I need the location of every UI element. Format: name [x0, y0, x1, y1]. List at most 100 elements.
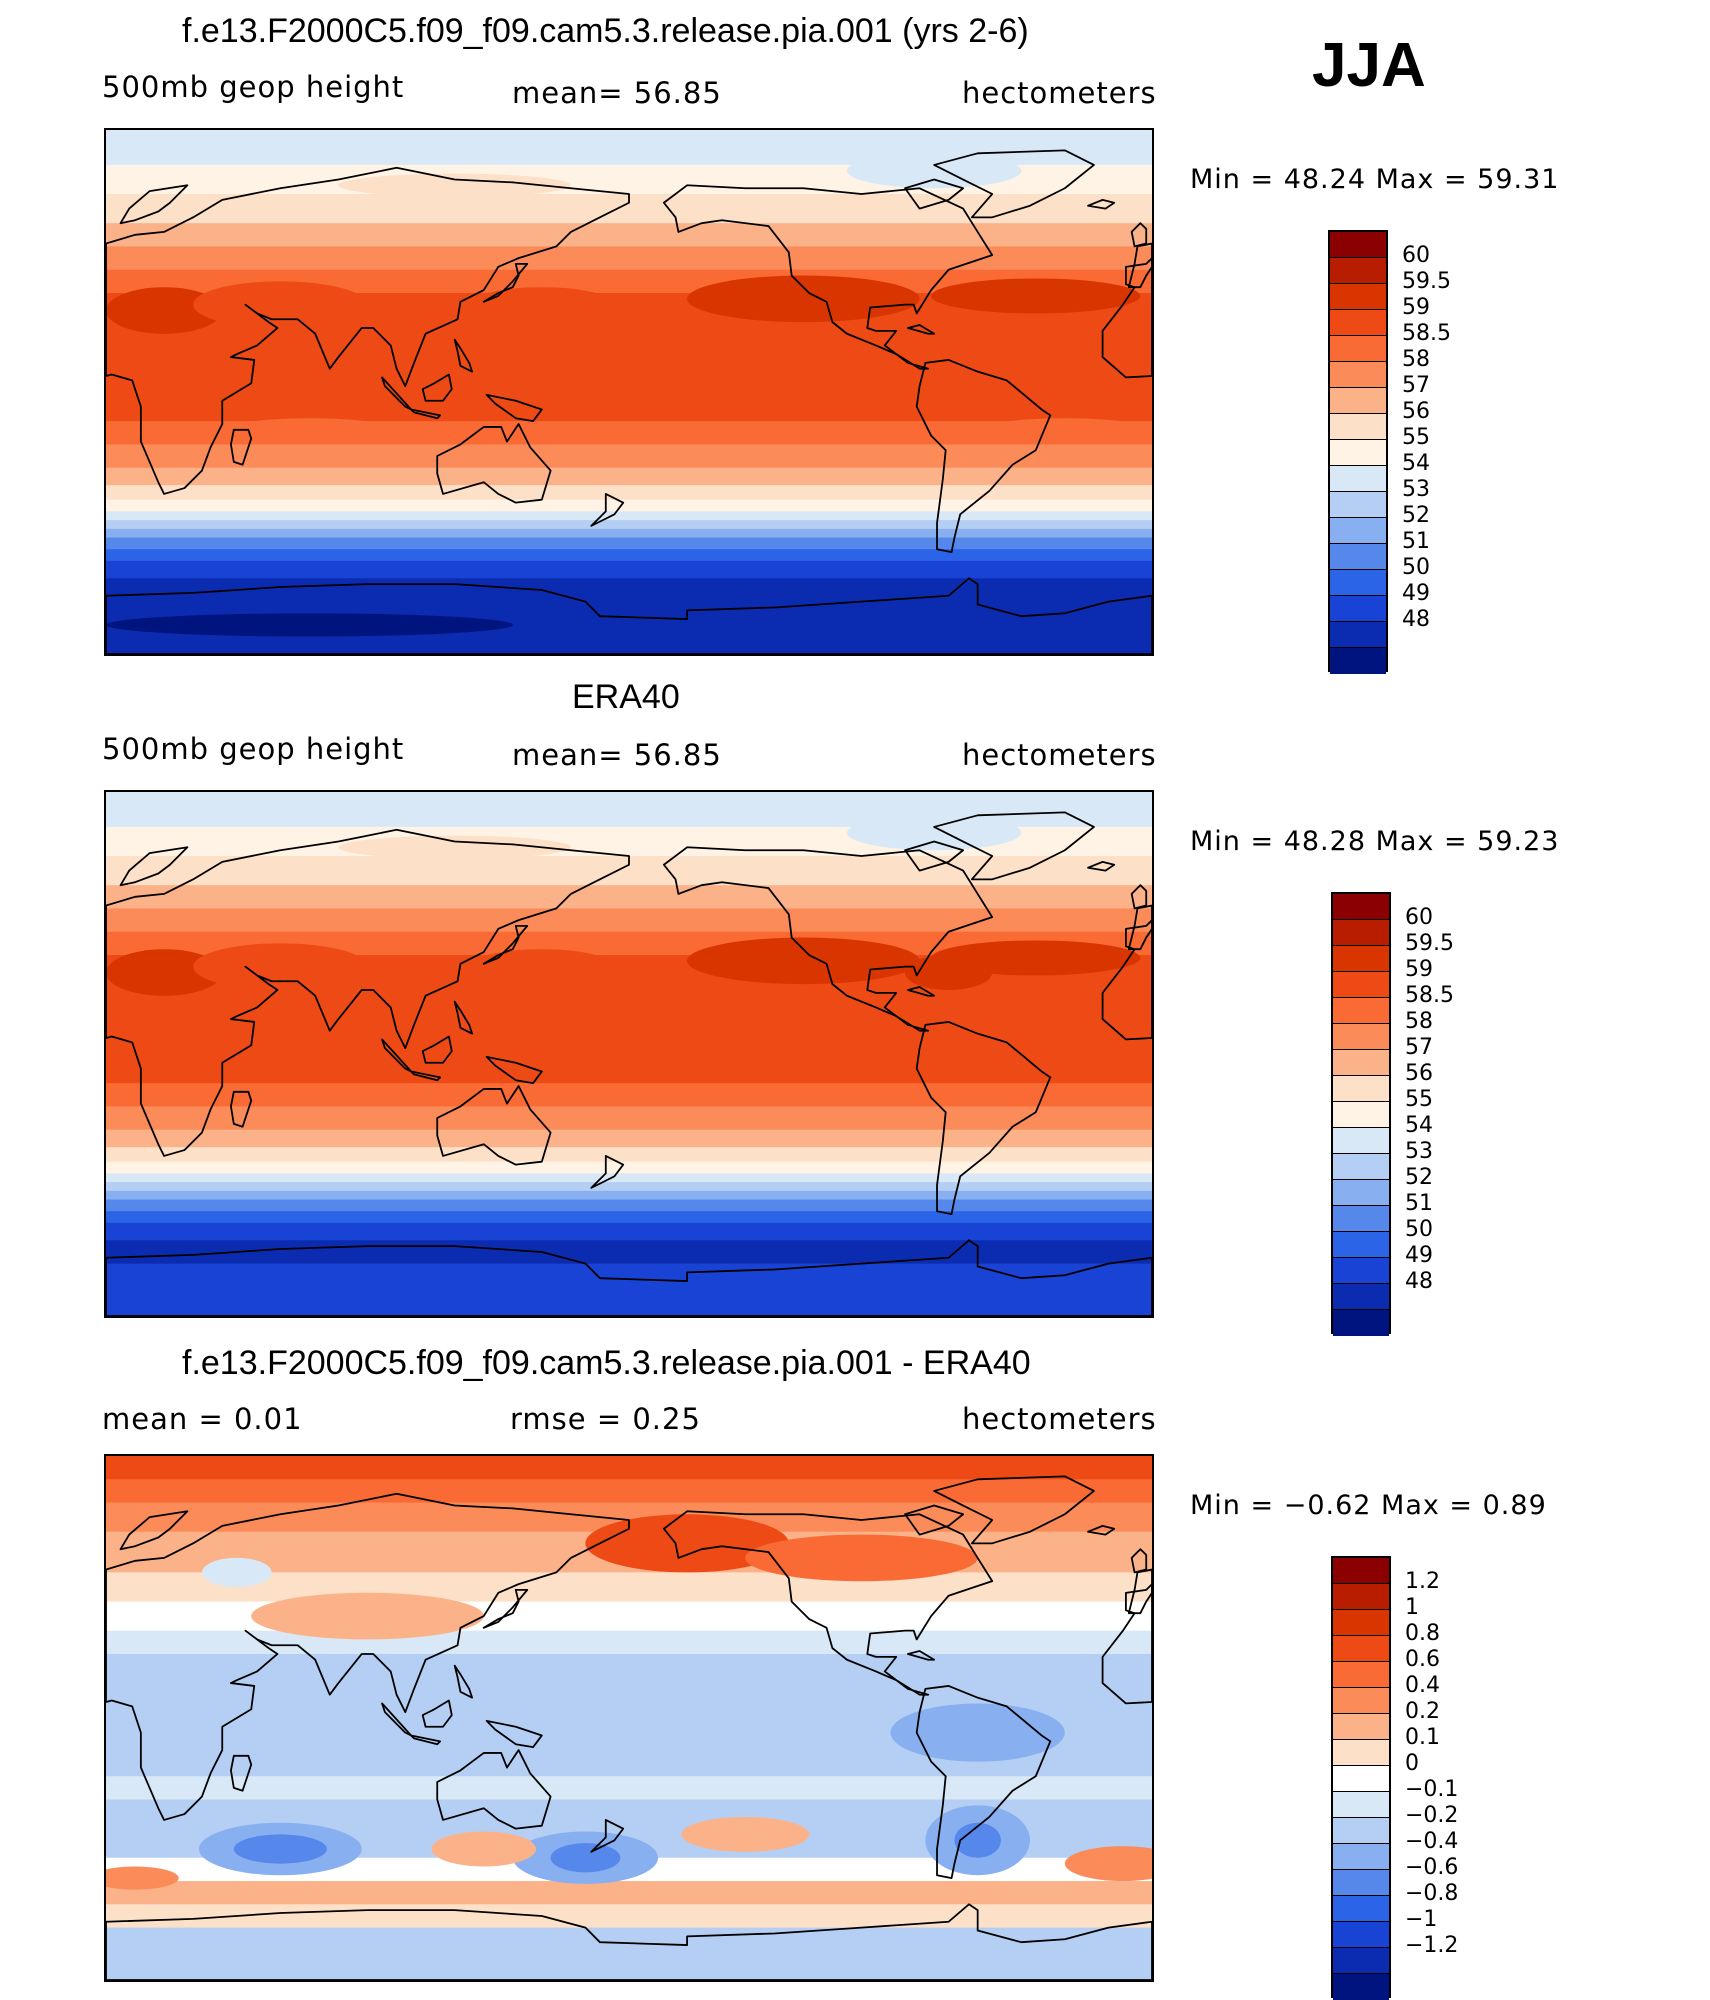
colorbar-label: 59.5 [1405, 931, 1454, 956]
coastline [410, 408, 442, 420]
coastline [915, 1685, 1052, 1879]
colorbar-swatch [1333, 1870, 1389, 1896]
contour-region [233, 1834, 327, 1864]
colorbar-label: 54 [1405, 1113, 1433, 1138]
coastline [1087, 198, 1116, 210]
contour-band [106, 485, 1152, 501]
contour-region [201, 1557, 272, 1587]
coastline [482, 262, 529, 303]
coastline [915, 1021, 1052, 1215]
colorbar-label: 0.6 [1405, 1647, 1440, 1672]
colorbar-swatch [1333, 1636, 1389, 1662]
colorbar-label: 52 [1402, 503, 1430, 528]
colorbar-label: 58.5 [1405, 983, 1454, 1008]
panel-1-map [104, 128, 1154, 656]
colorbar-label: 0.4 [1405, 1673, 1440, 1698]
colorbar-label: 55 [1402, 425, 1430, 450]
colorbar-swatch [1333, 1584, 1389, 1610]
colorbar-swatch [1330, 466, 1386, 492]
colorbar-label: 55 [1405, 1087, 1433, 1112]
contour-region [585, 1514, 789, 1573]
colorbar-label: −0.8 [1405, 1881, 1459, 1906]
coastline [933, 811, 1095, 881]
contour-band [106, 1190, 1152, 1201]
coastline [230, 428, 253, 466]
colorbar-label: 58.5 [1402, 321, 1451, 346]
panel-3-map [104, 1454, 1154, 1982]
panel-2-minmax: Min = 48.28 Max = 59.23 [1190, 826, 1560, 857]
colorbar-swatch [1333, 1050, 1389, 1076]
coastline [453, 1000, 473, 1035]
coastline [1101, 257, 1152, 379]
contour-region [106, 949, 223, 996]
colorbar-swatch [1330, 388, 1386, 414]
panel-2-variable: 500mb geop height [102, 732, 405, 766]
colorbar-swatch [1333, 1662, 1389, 1688]
colorbar-swatch [1333, 1076, 1389, 1102]
coastline [106, 577, 1152, 654]
colorbar-label: 0 [1405, 1751, 1419, 1776]
contour-band [106, 885, 1152, 910]
coastline [1127, 242, 1152, 289]
contour-region [846, 153, 1022, 189]
contour-band [106, 1263, 1152, 1316]
contour-region [106, 287, 223, 334]
contour-band [106, 1881, 1152, 1905]
coastline [590, 1819, 625, 1853]
coastlines [106, 1475, 1152, 1980]
contour-region [469, 287, 615, 323]
coastline [1130, 884, 1148, 910]
colorbar-label: 51 [1402, 529, 1430, 554]
contour-region [338, 835, 571, 859]
colorbar-swatches [1331, 1556, 1391, 2000]
contour-band [106, 908, 1152, 933]
contour-region [251, 1592, 484, 1640]
coastline [230, 1754, 253, 1792]
coastline [1127, 1568, 1152, 1615]
colorbar-swatch [1333, 946, 1389, 972]
contour-band [106, 549, 1152, 562]
panel-1-variable: 500mb geop height [102, 70, 405, 104]
panel-3-rmse: rmse = 0.25 [510, 1402, 701, 1436]
contour-band [106, 467, 1152, 486]
colorbar-swatch [1333, 1206, 1389, 1232]
contour-band [106, 1147, 1152, 1163]
colorbar-label: 58 [1405, 1009, 1433, 1034]
contour-region [431, 1831, 537, 1867]
colorbar-label: 48 [1405, 1269, 1433, 1294]
colorbar-swatch [1330, 622, 1386, 648]
colorbar-swatch [1333, 1740, 1389, 1766]
contour-band [106, 1161, 1152, 1174]
colorbar-swatch [1333, 972, 1389, 998]
contour-region [236, 418, 383, 436]
coastline [119, 846, 189, 887]
coastline [1127, 904, 1152, 951]
colorbar-swatch [1333, 998, 1389, 1024]
contour-bands [106, 130, 1152, 654]
panel-1-title: f.e13.F2000C5.f09_f09.cam5.3.release.pia… [182, 12, 1029, 50]
contour-band [106, 444, 1152, 469]
colorbar-swatch [1330, 648, 1386, 674]
contour-bands [106, 792, 1152, 1316]
colorbar-swatch [1330, 596, 1386, 622]
coastline [436, 1085, 552, 1166]
colorbar-label: 49 [1405, 1243, 1433, 1268]
colorbar-swatch [1330, 232, 1386, 258]
coastline [915, 359, 1052, 553]
colorbar-label: 60 [1402, 243, 1430, 268]
panel-1-units: hectometers [962, 76, 1157, 110]
contour-band [106, 1211, 1152, 1224]
coastline [1101, 1583, 1152, 1705]
panel-3-units: hectometers [962, 1402, 1157, 1436]
contour-region [193, 943, 368, 990]
colorbar-swatch [1333, 1258, 1389, 1284]
colorbar-swatch [1333, 894, 1389, 920]
coastline [421, 1035, 453, 1064]
coastline [1087, 860, 1116, 872]
colorbar-swatch [1330, 544, 1386, 570]
contour-band [106, 1129, 1152, 1148]
coastline [453, 1664, 473, 1699]
coastline [381, 1038, 413, 1073]
contour-band [106, 1456, 1152, 1480]
coastline [453, 338, 473, 373]
